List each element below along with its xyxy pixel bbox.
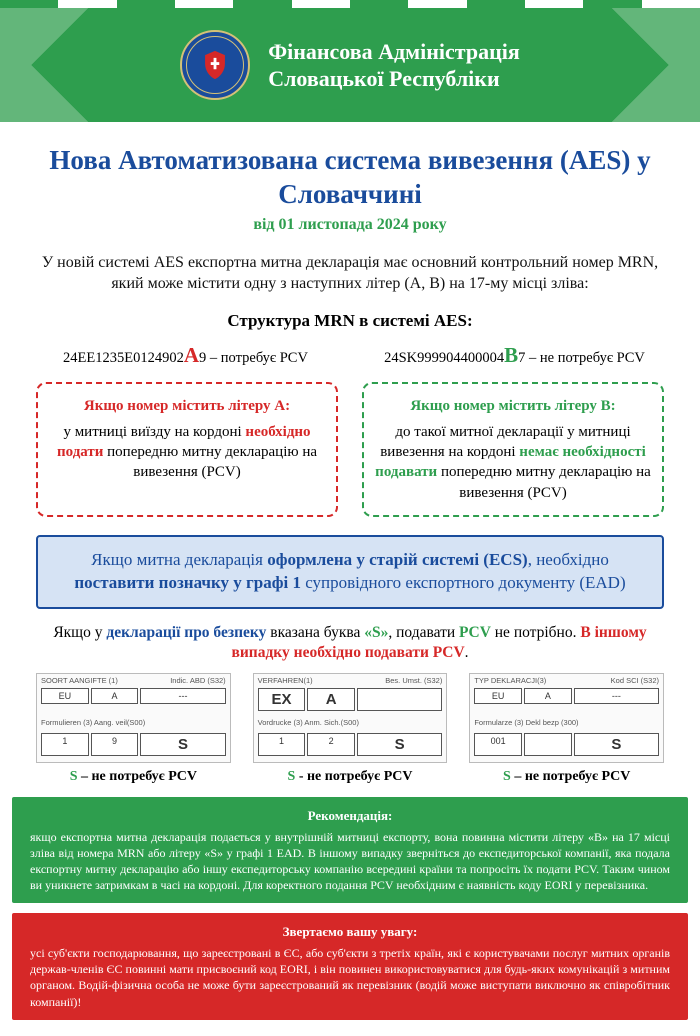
header-chevron-right (580, 8, 700, 122)
mrn-example-b: 24SK999904400004B7 – не потребує PCV (365, 343, 664, 368)
form-example-1: SOORT AANGIFTE (1) Indic. ABD (S32) EU A… (36, 673, 231, 763)
f3-t2: --- (574, 688, 659, 704)
attention-box: Звертаємо вашу увагу: усі суб'єкти госпо… (12, 913, 688, 1019)
org-logo-icon (180, 30, 250, 100)
box-b-post: попередню митну декларацію на вивезення … (437, 464, 651, 500)
ecs-p2: , необхідно (528, 550, 609, 569)
sl-b2: «S» (364, 624, 388, 641)
sl-p2: вказана буква (266, 624, 364, 641)
box-a-title: Якщо номер містить літеру A: (48, 396, 326, 416)
f1-b2: S (140, 733, 225, 756)
f1-sub: Indic. ABD (S32) (170, 676, 225, 685)
f2-t1: A (307, 688, 355, 711)
f2-t0: EX (258, 688, 306, 711)
f2-t2 (357, 688, 442, 711)
sl-p1: Якщо у (53, 624, 106, 641)
mrn-example-a: 24EE1235E0124902A9 – потребує PCV (36, 343, 335, 368)
f2-sub: Bes. Umst. (S32) (385, 676, 442, 685)
header-banner: Фінансова Адміністрація Словацької Респу… (0, 8, 700, 122)
header-line1: Фінансова Адміністрація (268, 38, 520, 66)
sl-p5: . (465, 644, 469, 661)
f1-t0: EU (41, 688, 89, 704)
f2-b1: 2 (307, 733, 355, 756)
mrn-structure-title: Структура MRN в системі AES: (36, 311, 664, 331)
intro-text: У новій системі AES експортна митна декл… (36, 252, 664, 295)
header-org-text: Фінансова Адміністрація Словацької Респу… (268, 38, 520, 93)
caption-2: S - не потребує PCV (253, 769, 448, 785)
mrn-a-letter: A (184, 343, 199, 367)
f1-t2: --- (140, 688, 225, 704)
form-example-3: TYP DEKLARACJI(3) Kod SCI (S32) EU A ---… (469, 673, 664, 763)
letter-rules-row: Якщо номер містить літеру A: у митниці в… (36, 382, 664, 517)
f3-t1: A (524, 688, 572, 704)
ecs-b1: оформлена у старій системі (ECS) (267, 550, 527, 569)
cap1: – не потребує PCV (77, 769, 197, 784)
recommendation-box: Рекомендація: якщо експортна митна декла… (12, 797, 688, 903)
header-chevron-left (0, 8, 120, 122)
sl-b1: декларації про безпеку (106, 624, 266, 641)
mrn-b-prefix: 24SK999904400004 (384, 350, 504, 366)
page-title: Нова Автоматизована система вивезення (A… (36, 144, 664, 212)
form-example-2: VERFAHREN(1) Bes. Umst. (S32) EX A Vordr… (253, 673, 448, 763)
form-captions-row: S – не потребує PCV S - не потребує PCV … (36, 769, 664, 785)
f2-b2: S (357, 733, 442, 756)
ecs-banner: Якщо митна декларація оформлена у старій… (36, 535, 664, 609)
sl-p3: , подавати (388, 624, 459, 641)
att-body: усі суб'єкти господарювання, що зареєстр… (30, 946, 670, 1009)
mrn-examples: 24EE1235E0124902A9 – потребує PCV 24SK99… (36, 343, 664, 368)
f2-mid: Vordrucke (3) Anm. Sich.(S00) (258, 718, 359, 727)
f1-t1: A (91, 688, 139, 704)
box-a-post: попередню митну декларацію на вивезення … (103, 444, 317, 480)
f1-header: SOORT AANGIFTE (1) (41, 676, 118, 685)
caption-3: S – не потребує PCV (469, 769, 664, 785)
mrn-b-letter: B (504, 343, 518, 367)
f3-b0: 001 (474, 733, 522, 756)
att-title: Звертаємо вашу увагу: (30, 923, 670, 941)
effective-date: від 01 листопада 2024 року (36, 216, 664, 234)
mrn-b-note: – не потребує PCV (525, 350, 644, 366)
f2-header: VERFAHREN(1) (258, 676, 313, 685)
ecs-p3: супровідного експортного документу (EAD) (301, 573, 626, 592)
f3-mid: Formularze (3) Dekl bezp (300) (474, 718, 578, 727)
rule-box-b: Якщо номер містить літеру B: до такої ми… (362, 382, 664, 517)
rec-body: якщо експортна митна декларація подаєтьс… (30, 830, 670, 893)
box-a-pre: у митниці виїзду на кордоні (63, 424, 245, 440)
sl-b3: PCV (459, 624, 491, 641)
f1-b0: 1 (41, 733, 89, 756)
sl-p4: не потрібно. (491, 624, 580, 641)
f1-b1: 9 (91, 733, 139, 756)
header-stripes (0, 0, 700, 8)
mrn-a-note: – потребує PCV (206, 350, 308, 366)
f3-t0: EU (474, 688, 522, 704)
mrn-a-prefix: 24EE1235E0124902 (63, 350, 184, 366)
s-letter-rule: Якщо у декларації про безпеку вказана бу… (36, 623, 664, 663)
ecs-p1: Якщо митна декларація (91, 550, 267, 569)
f2-b0: 1 (258, 733, 306, 756)
box-b-title: Якщо номер містить літеру B: (374, 396, 652, 416)
f3-header: TYP DEKLARACJI(3) (474, 676, 546, 685)
f3-b2: S (574, 733, 659, 756)
rule-box-a: Якщо номер містить літеру A: у митниці в… (36, 382, 338, 517)
header-line2: Словацької Республіки (268, 65, 520, 93)
f3-b1 (524, 733, 572, 756)
f1-mid: Formulieren (3) Aang. veil(S00) (41, 718, 145, 727)
caption-1: S – не потребує PCV (36, 769, 231, 785)
ecs-b2: поставити позначку у графі 1 (74, 573, 301, 592)
form-examples-row: SOORT AANGIFTE (1) Indic. ABD (S32) EU A… (36, 673, 664, 763)
rec-title: Рекомендація: (30, 807, 670, 825)
f3-sub: Kod SCI (S32) (611, 676, 659, 685)
